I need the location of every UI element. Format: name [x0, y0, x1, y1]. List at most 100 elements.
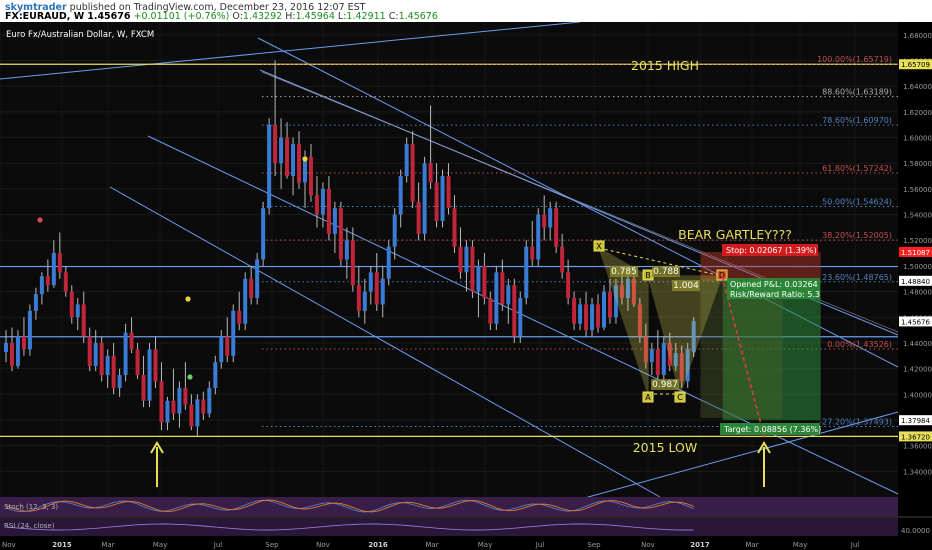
fibonacci-levels: 100.00%(1.65719) 88.60%(1.63189) 78.60%(1.…: [262, 55, 898, 427]
candle-body: [362, 291, 367, 311]
price-axis-background: [898, 22, 932, 550]
candle-body: [195, 399, 200, 427]
candle-body: [75, 304, 80, 318]
price-tick-label: 1.42000: [903, 366, 932, 374]
candle-body: [177, 387, 182, 414]
pl-box: [727, 278, 820, 299]
time-tick-label: Nov: [641, 541, 655, 549]
low-label: L:: [337, 11, 347, 22]
candle-body: [105, 355, 110, 376]
xab-triangle: [597, 246, 649, 395]
signal-dot: [185, 296, 191, 302]
price-tag: [899, 316, 932, 327]
candle-body: [679, 353, 684, 382]
short-position-tool[interactable]: [700, 251, 821, 421]
candle-body: [643, 336, 648, 363]
channel-line-6: [569, 411, 899, 503]
signal-dot: [187, 374, 193, 380]
price-tag-label: 1.36720: [901, 433, 930, 441]
chart-title: Euro Fx/Australian Dollar, W, FXCM: [6, 30, 154, 40]
candle-body: [332, 208, 337, 234]
candle-body: [374, 272, 379, 305]
candle-body: [87, 336, 92, 367]
ratio-label: 0.788: [653, 267, 679, 277]
candle-body: [578, 304, 583, 324]
candle-body: [21, 336, 26, 350]
candle-body: [488, 298, 493, 324]
price-tag-label: 1.51087: [901, 249, 930, 257]
risk-reward-label: Risk/Reward Ratio: 5.3: [730, 290, 820, 299]
candle-body: [15, 336, 20, 367]
candle-body: [201, 399, 206, 414]
stop-box: [722, 244, 818, 256]
price-tag-label: 1.37984: [901, 417, 930, 425]
time-tick-label: 2016: [368, 541, 388, 549]
symbol-label: FX:EURAUD, W: [5, 11, 85, 22]
price-chart[interactable]: 100.00%(1.65719) 88.60%(1.63189) 78.60%(1.…: [0, 22, 932, 550]
candle-body: [655, 349, 660, 376]
time-tick-label: Jul: [535, 541, 545, 549]
ratio-box: [610, 266, 638, 277]
candle-body: [673, 353, 678, 367]
candle-body: [410, 143, 415, 202]
time-axis-background: [0, 536, 932, 550]
pattern-point-box: [642, 391, 654, 403]
rsi-tick-label: 40.0000: [901, 527, 930, 535]
time-tick-label: Mar: [745, 541, 758, 549]
candle-body: [303, 156, 307, 183]
pattern-point-box: [593, 240, 605, 252]
low-value: 1.42911: [346, 11, 386, 22]
candle-body: [572, 298, 577, 324]
candle-body: [548, 208, 553, 228]
candle-body: [249, 278, 254, 299]
bcd-triangle: [647, 275, 723, 397]
candle-body: [111, 355, 116, 388]
price-tag: [899, 275, 932, 286]
ratio-box: [672, 280, 700, 291]
candle-body: [285, 137, 290, 177]
candle-body: [165, 400, 170, 423]
time-axis: Nov 2015 Mar May Jul Sep Nov 2016 Mar May Jul Sep No…: [0, 536, 932, 550]
fib-level-label: 50.00%(1.54624): [822, 198, 892, 207]
fib-level-label: 38.20%(1.52005): [822, 231, 892, 240]
price-tick-label: 1.62000: [903, 109, 932, 117]
candle-body: [428, 163, 433, 183]
time-tick-label: Nov: [2, 541, 16, 549]
time-tick-label: May: [793, 541, 807, 549]
fib-level-label: 0.00%(1.43526): [827, 340, 892, 349]
rsi-pane: [0, 518, 898, 536]
time-tick-label: Mar: [101, 541, 114, 549]
candle-body: [63, 272, 68, 292]
candle-body: [93, 342, 98, 367]
candle-body: [386, 246, 391, 279]
opened-zone: [700, 278, 783, 419]
candle-body: [524, 246, 529, 299]
pattern-point-label: C: [677, 393, 683, 402]
open-label: O:: [232, 11, 243, 22]
price-tick-label: 1.44000: [903, 340, 932, 348]
fib-level-label: 78.60%(1.60970): [822, 116, 892, 125]
candle-body: [4, 342, 8, 352]
candle-body: [584, 304, 589, 331]
target-label: Target: 0.08856 (7.36%): [723, 425, 821, 434]
open-pl-label: Opened P&L: 0.03264: [730, 280, 818, 289]
author-name[interactable]: skymtrader: [5, 2, 67, 13]
time-tick-label: 2017: [690, 541, 710, 549]
candle-body: [231, 310, 236, 356]
candle-body: [536, 214, 541, 260]
candle-body: [590, 304, 595, 331]
signal-dot: [302, 156, 308, 162]
candle-body: [530, 246, 535, 260]
candle-body: [279, 137, 284, 164]
candle-body: [566, 272, 571, 299]
candle-body: [326, 188, 331, 234]
candle-body: [476, 265, 481, 292]
candle-body: [219, 336, 224, 363]
price-tag: [899, 59, 932, 70]
candle-body: [159, 381, 164, 423]
candle-body: [380, 278, 385, 305]
price-tick-label: 1.52000: [903, 237, 932, 245]
candle-body: [9, 342, 14, 367]
time-tick-label: May: [153, 541, 167, 549]
price-axis: 1.680001.660001.640001.620001.600001.580…: [899, 32, 932, 476]
